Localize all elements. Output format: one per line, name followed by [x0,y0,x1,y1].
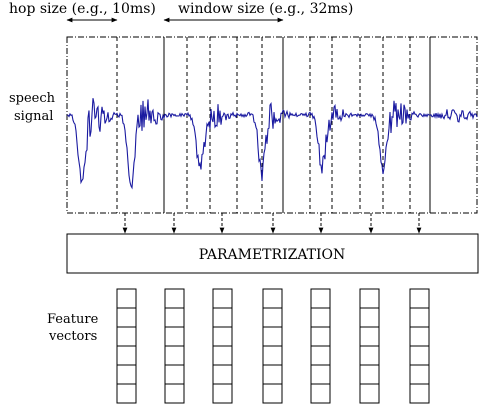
feature-cell [212,307,233,328]
feature-cell [212,288,233,309]
feature-vector [212,288,233,404]
parametrization-label: PARAMETRIZATION [199,247,346,263]
window-size-label: window size (e.g., 32ms) [178,1,353,17]
feature-cell [164,383,185,404]
hop-size-label: hop size (e.g., 10ms) [9,1,156,17]
feature-cell [359,345,380,366]
feature-vector [262,288,283,404]
feature-cell [116,364,137,385]
feature-cell [262,326,283,347]
feature-cell [262,345,283,366]
feature-cell [164,288,185,309]
feature-vector [116,288,137,404]
feature-cell [212,326,233,347]
feature-cell [409,364,430,385]
feature-cell [262,383,283,404]
feature-cell [409,326,430,347]
feature-cell [116,288,137,309]
feature-cell [310,307,331,328]
feature-cell [359,326,380,347]
feature-cell [212,345,233,366]
feature-cell [116,383,137,404]
feature-cell [116,345,137,366]
feature-cell [409,307,430,328]
feature-cell [262,307,283,328]
feature-cell [164,326,185,347]
feature-label-line2: vectors [48,329,97,344]
feature-cell [164,307,185,328]
speech-label-line2: signal [14,109,53,124]
feature-cell [310,364,331,385]
feature-cell [359,288,380,309]
feature-cell [359,383,380,404]
feature-cell [164,345,185,366]
feature-cell [212,364,233,385]
feature-vector [310,288,331,404]
parametrization-box [66,233,479,274]
feature-cell [310,383,331,404]
feature-cell [262,364,283,385]
feature-cell [409,288,430,309]
feature-vector [164,288,185,404]
feature-vector-grid [116,288,430,404]
frame-arrows [122,213,422,234]
feature-cell [212,383,233,404]
feature-cell [359,307,380,328]
feature-cell [310,345,331,366]
feature-cell [310,288,331,309]
window-boundaries [116,37,431,213]
feature-cell [262,288,283,309]
speech-label-line1: speech [9,91,56,106]
speech-waveform [66,98,478,190]
feature-cell [409,345,430,366]
feature-cell [164,364,185,385]
feature-cell [310,326,331,347]
feature-vector [359,288,380,404]
signal-frame-box [66,36,478,214]
feature-cell [409,383,430,404]
feature-cell [359,364,380,385]
feature-cell [116,326,137,347]
feature-cell [116,307,137,328]
feature-vector [409,288,430,404]
feature-label-line1: Feature [47,312,99,327]
